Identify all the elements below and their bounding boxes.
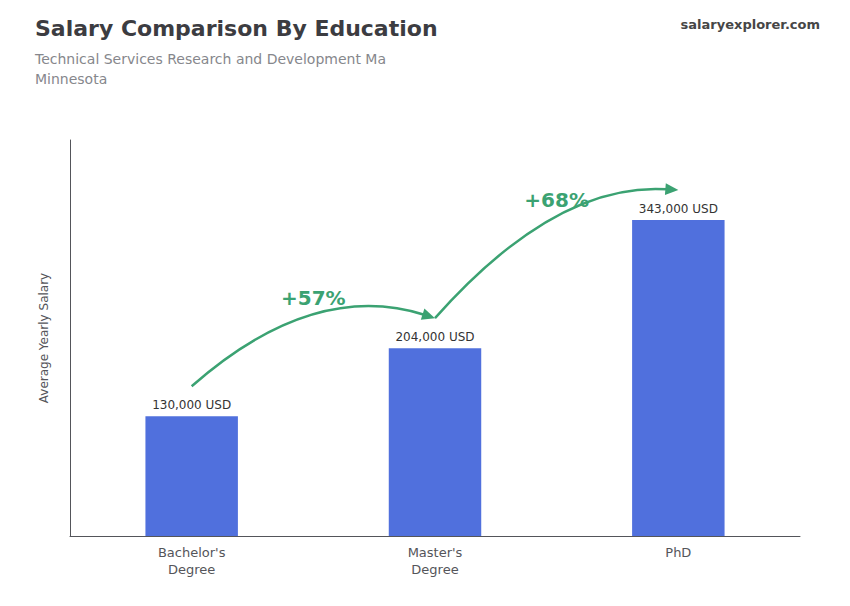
svg-text:130,000 USD: 130,000 USD	[152, 398, 231, 412]
svg-text:salaryexplorer.com: salaryexplorer.com	[681, 17, 820, 32]
svg-text:+68%: +68%	[524, 188, 589, 212]
svg-text:Bachelor's: Bachelor's	[158, 545, 226, 560]
svg-text:+57%: +57%	[281, 286, 346, 310]
svg-text:Salary Comparison By Education: Salary Comparison By Education	[35, 16, 438, 41]
svg-text:Minnesota: Minnesota	[35, 71, 107, 87]
svg-text:Average Yearly Salary: Average Yearly Salary	[37, 273, 51, 403]
svg-text:Master's: Master's	[408, 545, 463, 560]
svg-text:PhD: PhD	[665, 545, 691, 560]
svg-text:Technical Services Research an: Technical Services Research and Developm…	[34, 51, 386, 67]
svg-text:204,000 USD: 204,000 USD	[395, 330, 474, 344]
svg-text:Degree: Degree	[168, 562, 215, 577]
svg-text:Degree: Degree	[411, 562, 458, 577]
svg-text:343,000 USD: 343,000 USD	[639, 202, 718, 216]
